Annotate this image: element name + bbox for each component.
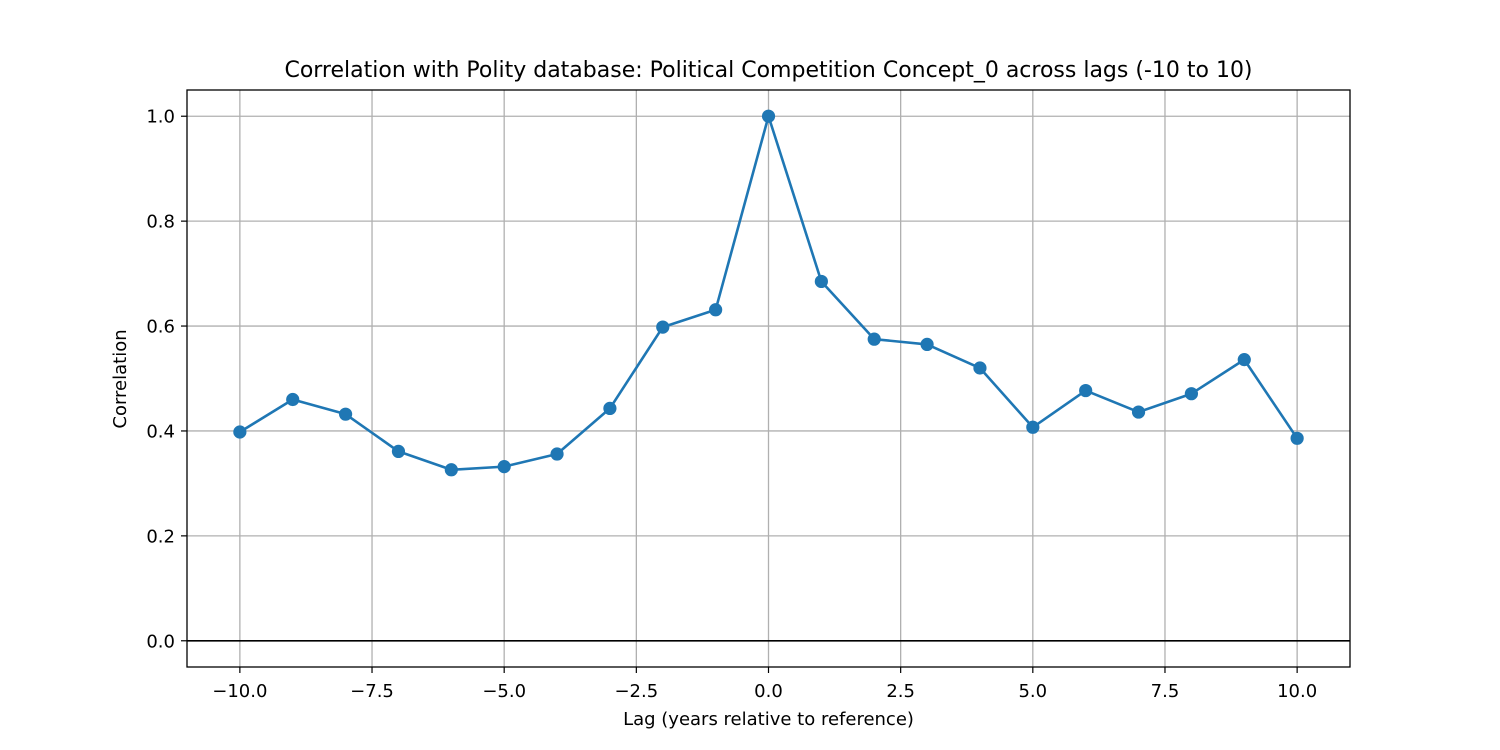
x-tick-label: 5.0: [1018, 681, 1047, 702]
x-tick-label: −2.5: [614, 681, 658, 702]
data-point: [1237, 353, 1251, 367]
y-tick-label: 0.4: [146, 421, 175, 442]
x-tick-label: 7.5: [1151, 681, 1180, 702]
y-tick-label: 0.6: [146, 317, 175, 338]
data-point: [761, 109, 776, 123]
chart-title: Correlation with Polity database: Politi…: [284, 58, 1252, 83]
data-point: [444, 463, 458, 477]
data-point: [709, 303, 723, 317]
data-point: [1026, 420, 1040, 434]
data-point: [338, 407, 353, 421]
x-tick-label: −7.5: [350, 681, 394, 702]
data-point: [920, 337, 934, 352]
data-point: [1079, 383, 1093, 398]
data-point: [1184, 387, 1199, 401]
data-point: [973, 361, 987, 375]
data-point: [1131, 405, 1146, 419]
data-point: [497, 460, 511, 474]
y-axis-title: Correlation: [110, 329, 131, 428]
x-tick-label: 0.0: [754, 681, 783, 702]
data-point: [867, 332, 881, 346]
x-tick-label: −10.0: [212, 681, 267, 702]
data-point: [1290, 431, 1304, 445]
data-point: [550, 447, 564, 461]
x-tick-label: 10.0: [1277, 681, 1317, 702]
x-tick-label: 2.5: [886, 681, 915, 702]
tick-marks: [181, 115, 1298, 673]
series-group: [233, 109, 1304, 477]
y-tick-label: 1.0: [146, 107, 175, 128]
x-tick-labels: −10.0 −7.5 −5.0 −2.5 0.0 2.5 5.0 7.5 10.0: [212, 681, 1317, 702]
y-tick-label: 0.0: [146, 631, 175, 652]
data-point: [286, 392, 300, 407]
x-tick-label: −5.0: [482, 681, 526, 702]
data-point: [391, 444, 406, 459]
data-point: [603, 401, 617, 415]
data-point: [814, 274, 828, 289]
data-point: [656, 320, 670, 334]
x-axis-title: Lag (years relative to reference): [623, 709, 914, 730]
y-tick-labels: 0.0 0.2 0.4 0.6 0.8 1.0: [146, 107, 175, 653]
data-point: [233, 425, 247, 439]
y-tick-label: 0.2: [146, 526, 175, 547]
y-tick-label: 0.8: [146, 212, 175, 233]
